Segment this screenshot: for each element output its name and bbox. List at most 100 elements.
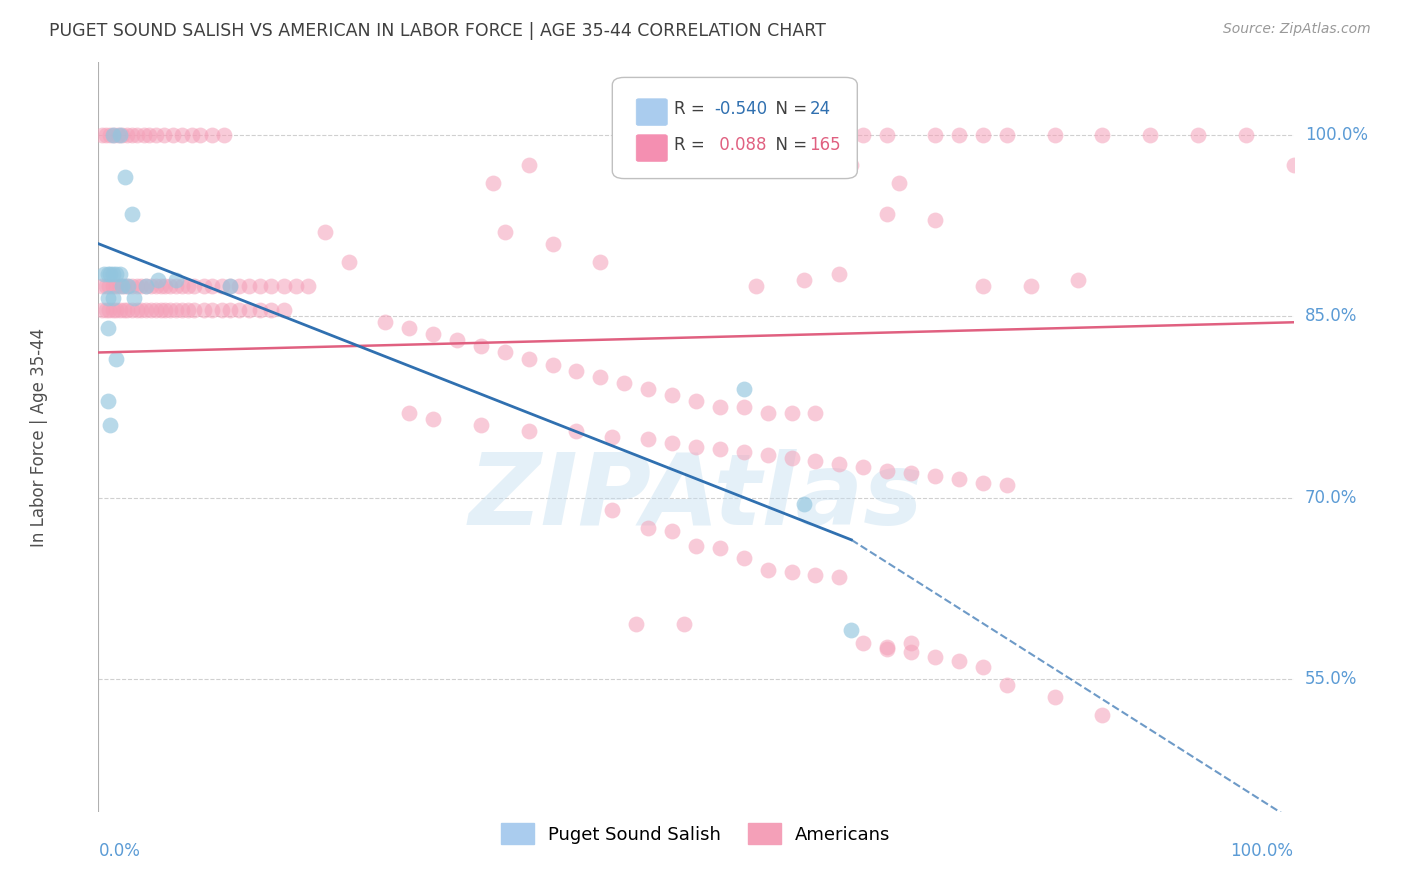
Point [828,570,851,584]
Point [97,321,120,335]
Point [793,497,815,511]
Point [149,279,172,293]
Point [626,617,648,632]
Point [900,645,922,659]
Point [91,279,114,293]
Point [876,464,898,478]
Point [108,279,131,293]
Point [249,303,271,318]
Point [155,279,177,293]
Point [149,303,172,318]
Point [315,225,337,239]
Point [828,267,851,281]
Point [602,502,624,516]
Point [613,376,636,390]
Point [98,303,121,318]
Point [180,128,202,142]
Point [709,442,731,457]
Point [841,158,863,172]
Point [733,550,755,565]
Point [565,424,588,438]
Point [1043,128,1066,142]
Point [124,291,146,305]
Point [828,128,851,142]
Point [924,128,946,142]
Text: R =: R = [675,136,706,153]
Point [201,279,224,293]
Point [121,303,143,318]
Text: In Labor Force | Age 35-44: In Labor Force | Age 35-44 [30,327,48,547]
Point [259,303,281,318]
Point [602,430,624,444]
Point [804,567,827,582]
Point [183,279,205,293]
FancyBboxPatch shape [613,78,858,178]
Text: 85.0%: 85.0% [1305,307,1357,326]
Point [780,128,803,142]
Point [165,279,187,293]
Point [995,128,1018,142]
Point [121,128,143,142]
Point [139,303,162,318]
Point [661,524,683,539]
Point [108,128,131,142]
Point [153,128,176,142]
Point [132,128,155,142]
Point [661,388,683,402]
Point [135,279,157,293]
Point [1019,279,1042,293]
Point [105,279,128,293]
Point [131,303,153,318]
Point [211,279,233,293]
Point [219,279,242,293]
Point [148,273,170,287]
Point [852,460,875,475]
Point [709,400,731,414]
Point [139,279,162,293]
Point [94,303,117,318]
Point [135,279,157,293]
Point [756,406,779,420]
Point [115,128,138,142]
Point [446,334,468,348]
Text: 0.088: 0.088 [714,136,766,153]
Point [201,303,224,318]
Point [259,279,281,293]
Point [852,128,875,142]
Point [101,303,124,318]
Point [745,279,768,293]
Point [121,206,143,220]
Text: N =: N = [765,100,813,118]
Point [97,291,120,305]
Point [94,128,117,142]
Point [159,279,181,293]
Point [1067,273,1090,287]
Point [212,128,235,142]
Point [852,635,875,649]
Text: 0.0%: 0.0% [98,842,141,860]
Point [685,539,707,553]
Point [98,279,121,293]
Point [972,475,994,490]
Point [159,303,181,318]
Text: PUGET SOUND SALISH VS AMERICAN IN LABOR FORCE | AGE 35-44 CORRELATION CHART: PUGET SOUND SALISH VS AMERICAN IN LABOR … [49,22,827,40]
Point [273,279,295,293]
Point [165,303,187,318]
Point [1139,128,1161,142]
Point [637,433,659,447]
Point [733,444,755,458]
Point [105,303,128,318]
Point [114,170,136,185]
Point [948,654,970,668]
Point [1043,690,1066,704]
Point [94,279,117,293]
Point [673,617,696,632]
Point [517,424,540,438]
Point [103,128,125,142]
Point [145,303,167,318]
Point [589,255,612,269]
Point [470,417,492,432]
Point [745,128,768,142]
Point [219,303,242,318]
Point [637,382,659,396]
